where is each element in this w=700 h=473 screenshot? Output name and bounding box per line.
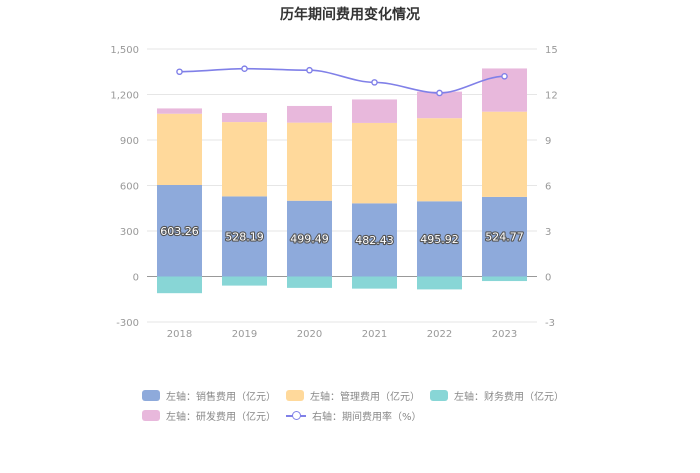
chart-title: 历年期间费用变化情况 xyxy=(280,7,420,23)
bar-segment xyxy=(222,196,267,277)
legend-item[interactable]: 右轴：期间费用率（%） xyxy=(286,408,422,423)
expense-rate-point xyxy=(501,73,508,80)
bar-segment xyxy=(222,122,267,197)
left-tick-label: 600 xyxy=(120,182,139,193)
bar-segment xyxy=(417,276,462,290)
left-tick-label: -300 xyxy=(116,318,139,329)
expense-rate-line xyxy=(179,67,505,94)
bar-segment xyxy=(287,200,332,277)
legend-item[interactable]: 左轴：销售费用（亿元） xyxy=(142,388,276,403)
bar-segment xyxy=(157,185,202,277)
bar-segment xyxy=(352,122,397,204)
bar-segment xyxy=(482,111,527,197)
bar-segment xyxy=(417,118,462,202)
right-tick-label: 15 xyxy=(545,45,558,56)
bar-segment xyxy=(287,105,332,123)
x-tick-label: 2020 xyxy=(297,329,322,340)
legend-label: 右轴：期间费用率（%） xyxy=(312,412,422,423)
bar-segment xyxy=(482,196,527,277)
left-tick-label: 0 xyxy=(133,273,139,284)
legend-swatch xyxy=(142,410,160,421)
x-tick-label: 2021 xyxy=(362,329,387,340)
bar-data-label: 482.43 xyxy=(355,234,394,247)
left-tick-label: 1,500 xyxy=(110,45,139,56)
bar-segment xyxy=(222,276,267,286)
chart-plot: -300 0 300 600 900 1,200 1,500 -3 0 3 6 9 12 15 2018 20… xyxy=(110,45,558,340)
legend-label: 左轴：财务费用（亿元） xyxy=(454,392,564,403)
left-tick-label: 1,200 xyxy=(110,91,139,102)
bar-data-label: 499.49 xyxy=(290,233,329,246)
legend-item[interactable]: 左轴：财务费用（亿元） xyxy=(430,388,564,403)
bar-segment xyxy=(222,112,267,123)
legend-label: 左轴：研发费用（亿元） xyxy=(166,412,276,423)
left-tick-label: 300 xyxy=(120,227,139,238)
legend-item[interactable]: 左轴：管理费用（亿元） xyxy=(286,388,420,403)
right-tick-label: 0 xyxy=(545,273,551,284)
x-tick-label: 2023 xyxy=(492,329,517,340)
expense-rate-point xyxy=(436,89,443,97)
expense-rate-point xyxy=(371,79,378,86)
right-tick-label: -3 xyxy=(545,318,555,329)
x-tick-label: 2018 xyxy=(167,329,192,340)
expense-rate-point xyxy=(176,68,183,76)
bar-segment xyxy=(352,99,397,123)
left-tick-label: 900 xyxy=(120,136,139,147)
bar-segment xyxy=(287,122,332,201)
expense-rate-point xyxy=(306,66,313,74)
expense-rate-point xyxy=(241,65,248,73)
bar-segment xyxy=(157,113,202,186)
right-tick-label: 12 xyxy=(545,91,558,102)
bar-data-label: 528.19 xyxy=(225,230,264,243)
legend-label: 左轴：销售费用（亿元） xyxy=(166,392,276,403)
right-tick-label: 6 xyxy=(545,182,551,193)
bar-data-label: 603.26 xyxy=(160,225,199,238)
bar-segment xyxy=(482,276,527,282)
bar-segment xyxy=(352,276,397,289)
legend-item[interactable]: 左轴：研发费用（亿元） xyxy=(142,408,276,423)
legend-swatch xyxy=(286,390,304,401)
right-tick-label: 3 xyxy=(545,227,551,238)
bar-segment xyxy=(417,201,462,277)
legend-swatch xyxy=(286,410,306,421)
bar-segment xyxy=(157,108,202,114)
bar-data-label: 524.77 xyxy=(485,231,524,244)
bar-segment xyxy=(352,203,397,277)
bar-segment xyxy=(287,276,332,288)
right-tick-label: 9 xyxy=(545,136,551,147)
x-tick-label: 2019 xyxy=(232,329,257,340)
bar-segment xyxy=(157,276,202,294)
bar-data-label: 495.92 xyxy=(420,233,459,246)
legend-swatch xyxy=(142,390,160,401)
legend-swatch xyxy=(430,390,448,401)
legend-label: 左轴：管理费用（亿元） xyxy=(310,392,420,403)
x-tick-label: 2022 xyxy=(427,329,452,340)
